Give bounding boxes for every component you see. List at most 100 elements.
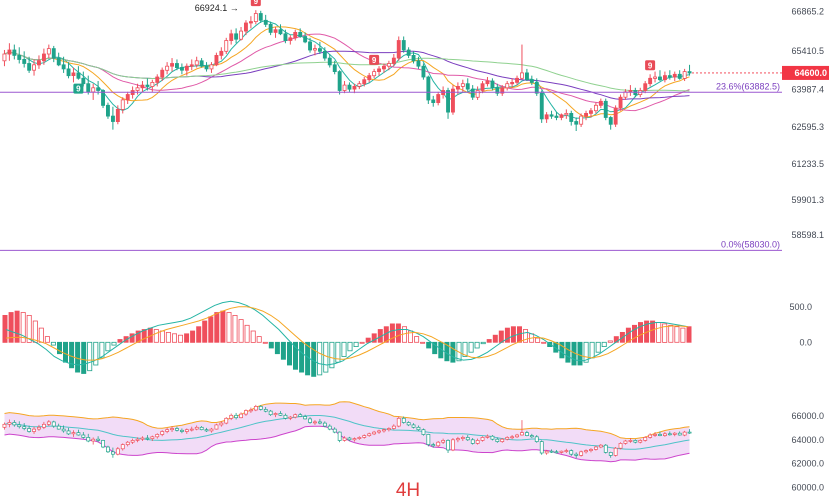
candle-body [96,438,101,441]
macd-histogram-bar [371,333,377,343]
candle-body [638,440,643,443]
candle-body [268,410,273,416]
signal-line [5,306,689,361]
macd-histogram-bar [323,341,329,373]
candle-body [22,59,27,64]
candle-body [288,416,293,419]
candle-body [515,77,519,83]
macd-histogram-bar [432,341,438,355]
price-candle [416,56,421,69]
macd-histogram-bar [329,341,335,369]
td-sell-marker: 9 [250,0,261,6]
bollinger-candle [495,437,500,443]
candle-body [594,104,598,112]
price-candle [194,56,199,68]
bollinger-candle [623,439,628,445]
candle-body [357,437,362,439]
candle-body [2,423,7,428]
bollinger-candle [96,436,101,443]
candle-body [170,428,174,431]
macd-histogram-bar [474,341,480,349]
bollinger-panel[interactable]: 66000.0 64000.0 62000.0 60000.0 [2,401,824,493]
candle-body [322,422,327,427]
candle-body [456,438,460,441]
price-candle [42,48,46,65]
bollinger-candle [56,423,61,430]
bollinger-candle [170,426,174,433]
bollinger-candle [263,406,268,413]
candle-body [189,428,194,431]
candle-body [273,413,278,416]
candle-body [431,99,436,104]
bollinger-candle [283,413,288,420]
bollinger-candle [106,445,110,453]
bollinger-candle [377,429,381,434]
candle-body [229,33,234,41]
candle-body [313,421,317,424]
candle-body [322,50,327,59]
candle-body [111,115,115,122]
macd-histogram-bar [75,341,81,373]
macd-histogram [2,310,692,377]
candle-body [61,428,66,432]
price-candle [677,70,682,80]
price-candle [667,70,672,80]
candle-body [184,429,189,432]
candle-body [224,40,229,52]
bollinger-candle [318,418,322,425]
price-panel[interactable]: 23.6%(63882.5) 0.0%(58030.0) 66924.1 → 9 9 9… [0,0,829,251]
candle-body [475,90,480,98]
macd-histogram-bar [535,337,541,343]
candle-body [460,437,465,439]
candle-body [381,65,386,70]
bollinger-candle [480,436,485,442]
macd-histogram-bar [286,341,292,366]
bollinger-candle [219,421,224,427]
price-candle [234,28,239,44]
candle-body [623,440,628,444]
bollinger-candle [199,426,204,431]
bollinger-candle [91,437,96,445]
candle-body [480,83,485,91]
bollinger-candle [500,438,505,443]
macd-histogram-bar [565,341,571,363]
candle-body [303,36,308,43]
price-candle [480,81,485,94]
bollinger-candle [643,436,648,442]
price-candle [308,37,312,53]
candle-body [32,428,36,432]
candle-body [406,49,411,56]
price-candle [525,68,529,82]
candle-body [554,115,559,118]
bollinger-candle [140,436,145,442]
price-candle [367,72,372,83]
bollinger-candle [367,432,372,437]
price-candle [347,82,352,92]
price-candle [327,54,332,68]
bollinger-tick-label: 66000.0 [791,411,824,421]
last-price-label: 64600.0 [794,68,827,78]
macd-panel[interactable]: 500.0 0.0 [2,300,812,377]
bollinger-candle [382,428,386,433]
candle-body [658,434,662,436]
price-candle [465,78,470,92]
candle-body [682,431,687,436]
candle-body [569,113,574,122]
candle-body [120,444,125,450]
macd-histogram-bar [311,341,317,377]
candle-body [495,438,500,442]
bollinger-candle [456,436,460,443]
macd-histogram-bar [274,341,280,355]
candle-body [663,433,667,436]
candle-body [145,84,150,87]
bollinger-candle [229,413,234,421]
macd-histogram-bar [292,341,298,370]
bollinger-candle [27,425,32,433]
bollinger-candle [7,419,12,428]
price-candle [288,35,293,45]
macd-histogram-bar [420,341,426,344]
fib-level-label: 0.0%(58030.0) [721,239,780,249]
candle-body [42,423,46,428]
macd-histogram-bar [57,341,63,355]
